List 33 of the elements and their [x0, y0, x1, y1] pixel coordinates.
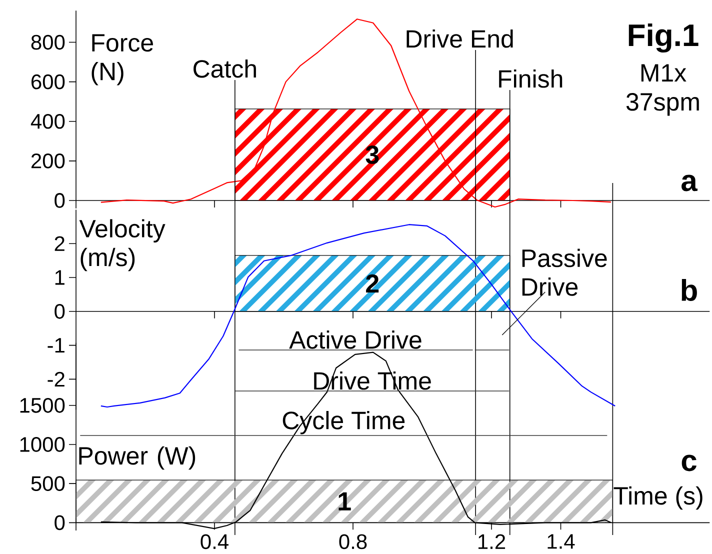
y-tick-label: 200	[31, 154, 65, 168]
y-axis-title: Velocity (m/s)	[79, 219, 166, 272]
y-tick-label: -1	[48, 338, 64, 353]
y-tick-label: 0	[54, 515, 65, 530]
text: M1x 37spm	[626, 64, 699, 116]
y-tick-label: 800	[31, 34, 65, 50]
ref-line-label: Drive End	[406, 29, 513, 48]
y-axis-title: Force (N)	[92, 34, 154, 86]
annotation: a	[682, 174, 698, 192]
annotation: b	[682, 278, 697, 302]
y-tick-label: 1	[55, 270, 64, 285]
series-label: Active Drive	[289, 330, 422, 349]
x-axis-title: Time (s)	[614, 486, 702, 510]
y-tick-label: 600	[32, 74, 65, 90]
y-tick-label: 2	[54, 236, 64, 251]
ref-line-label: Finish	[499, 69, 562, 88]
chart-title: Fig.1	[628, 23, 698, 53]
y-tick-label: 0	[54, 193, 65, 208]
x-tick-label: 1.4	[548, 534, 575, 549]
y-tick-label: 1000	[20, 437, 65, 452]
y-tick-label: -2	[48, 372, 64, 387]
x-tick-label: 0.8	[339, 534, 367, 550]
text: Passive Drive	[522, 248, 607, 296]
x-tick-label: 0.4	[200, 534, 228, 550]
series-label: 1	[338, 492, 351, 510]
y-axis-title: Power (W)	[79, 446, 196, 470]
annotation: c	[682, 454, 696, 472]
x-tick-label: 1.2	[478, 534, 506, 549]
ref-line-label: Catch	[194, 59, 256, 78]
y-tick-label: 0	[54, 304, 65, 319]
y-tick-label: 500	[31, 476, 65, 492]
y-tick-label: 1500	[20, 398, 65, 413]
y-tick-label: 400	[30, 114, 65, 129]
